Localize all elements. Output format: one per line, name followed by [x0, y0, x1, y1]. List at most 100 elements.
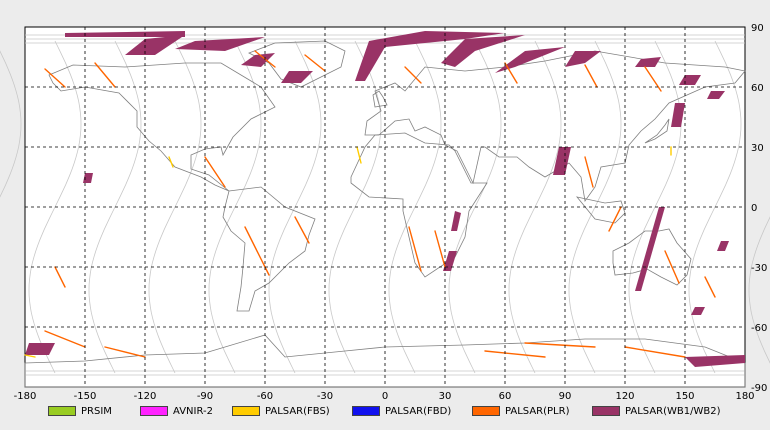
plr-swath [44, 330, 86, 348]
lon-tick-label: -150 [74, 391, 97, 400]
legend-label-palsar-wb: PALSAR(WB1/WB2) [625, 405, 721, 417]
wb-swath [685, 355, 745, 367]
plr-swath [664, 250, 680, 284]
lat-tick-label: 30 [751, 143, 764, 154]
wb-swath [281, 71, 313, 83]
fbs-swath [24, 354, 36, 358]
legend-item-prsim: PRSIM [48, 404, 112, 418]
plr-swath [644, 66, 662, 92]
wb-swath [679, 75, 701, 85]
axis-tick-labels: -180 -150 -120 -90 -60 -30 0 30 60 90 120 150 180 90 6… [14, 23, 768, 400]
wb-swath [565, 51, 601, 67]
south-america-outline [222, 186, 316, 312]
wb-swath [691, 307, 705, 315]
legend-item-palsar-wb: PALSAR(WB1/WB2) [592, 404, 721, 418]
legend-swatch-palsar-fbd [352, 406, 380, 416]
lon-tick-label: -120 [134, 391, 157, 400]
lon-tick-label: 30 [439, 391, 452, 400]
australia-outline [612, 228, 692, 286]
legend-label-palsar-fbd: PALSAR(FBD) [385, 405, 452, 417]
legend-label-palsar-plr: PALSAR(PLR) [505, 405, 570, 417]
plr-swath [204, 156, 226, 188]
wb-swath [635, 207, 665, 291]
plr-swath [294, 216, 310, 244]
legend: PRSIM AVNIR-2 PALSAR(FBS) PALSAR(FBD) PA… [0, 400, 770, 422]
fbs-swath [356, 146, 362, 164]
lon-tick-label: -180 [14, 391, 37, 400]
wb-swath [65, 31, 185, 37]
wb-swath [355, 31, 505, 81]
orbit-track [0, 50, 22, 198]
lat-tick-label: 0 [751, 203, 757, 214]
wb-swath [241, 53, 275, 67]
plr-swath [624, 346, 686, 358]
legend-item-avnir2: AVNIR-2 [140, 404, 213, 418]
wb-swath [717, 241, 729, 251]
lon-tick-label: 120 [615, 391, 634, 400]
lat-tick-label: 60 [751, 83, 764, 94]
plr-swath [434, 230, 446, 268]
orbit-track [748, 216, 770, 364]
legend-swatch-palsar-wb [592, 406, 620, 416]
legend-item-palsar-plr: PALSAR(PLR) [472, 404, 569, 418]
legend-label-prsim: PRSIM [81, 405, 112, 417]
legend-item-palsar-fbs: PALSAR(FBS) [232, 404, 330, 418]
legend-swatch-prsim [48, 406, 76, 416]
lon-tick-label: 60 [499, 391, 512, 400]
legend-label-palsar-fbs: PALSAR(FBS) [265, 405, 330, 417]
lon-tick-label: -30 [317, 391, 333, 400]
lat-tick-label: -90 [751, 383, 767, 394]
wb-swath [83, 173, 93, 183]
fbs-swath [168, 156, 174, 168]
wb-swath [125, 35, 185, 55]
wb-swath [441, 35, 525, 67]
plr-swath [584, 64, 598, 88]
lon-tick-label: 0 [382, 391, 388, 400]
lon-tick-label: 180 [735, 391, 754, 400]
lat-tick-label: -30 [751, 263, 767, 274]
plr-swath [584, 156, 594, 188]
lon-tick-label: -60 [257, 391, 273, 400]
lat-tick-label: 90 [751, 23, 764, 34]
wb-swath [25, 343, 55, 355]
wb-swath [553, 147, 571, 175]
plr-swath [484, 350, 546, 358]
africa-outline [350, 132, 488, 278]
plr-swath [304, 54, 326, 72]
legend-label-avnir2: AVNIR-2 [173, 405, 213, 417]
lat-tick-label: -60 [751, 323, 767, 334]
japan-outline [644, 118, 670, 144]
plr-swath [524, 342, 596, 348]
legend-swatch-avnir2 [140, 406, 168, 416]
plr-swath [608, 206, 622, 232]
plr-swath [104, 346, 146, 358]
wb-swath [707, 91, 725, 99]
lon-tick-label: 150 [675, 391, 694, 400]
plr-swath [94, 62, 116, 88]
plr-swath [54, 266, 66, 288]
lon-tick-label: -90 [197, 391, 213, 400]
wb-swath [635, 57, 661, 67]
eurasia-outline [364, 50, 746, 203]
observation-swaths [24, 31, 745, 367]
wb-swath [451, 211, 461, 231]
plr-swath [704, 276, 716, 298]
plr-swath [44, 68, 66, 88]
wb-swath [175, 37, 265, 51]
plr-swath [408, 226, 422, 272]
plr-swath [504, 62, 518, 84]
wb-swath [443, 251, 457, 271]
coverage-map: -180 -150 -120 -90 -60 -30 0 30 60 90 120 150 180 90 6… [0, 23, 770, 400]
antarctica-outline [24, 334, 746, 388]
lon-tick-label: 90 [559, 391, 572, 400]
legend-item-palsar-fbd: PALSAR(FBD) [352, 404, 451, 418]
lat-lon-grid [25, 26, 745, 387]
coastlines [24, 40, 746, 388]
legend-swatch-palsar-fbs [232, 406, 260, 416]
wb-swath [671, 103, 685, 127]
plr-swath [404, 66, 422, 84]
wb-swath [495, 47, 565, 73]
north-america-outline [48, 62, 276, 192]
legend-swatch-palsar-plr [472, 406, 500, 416]
